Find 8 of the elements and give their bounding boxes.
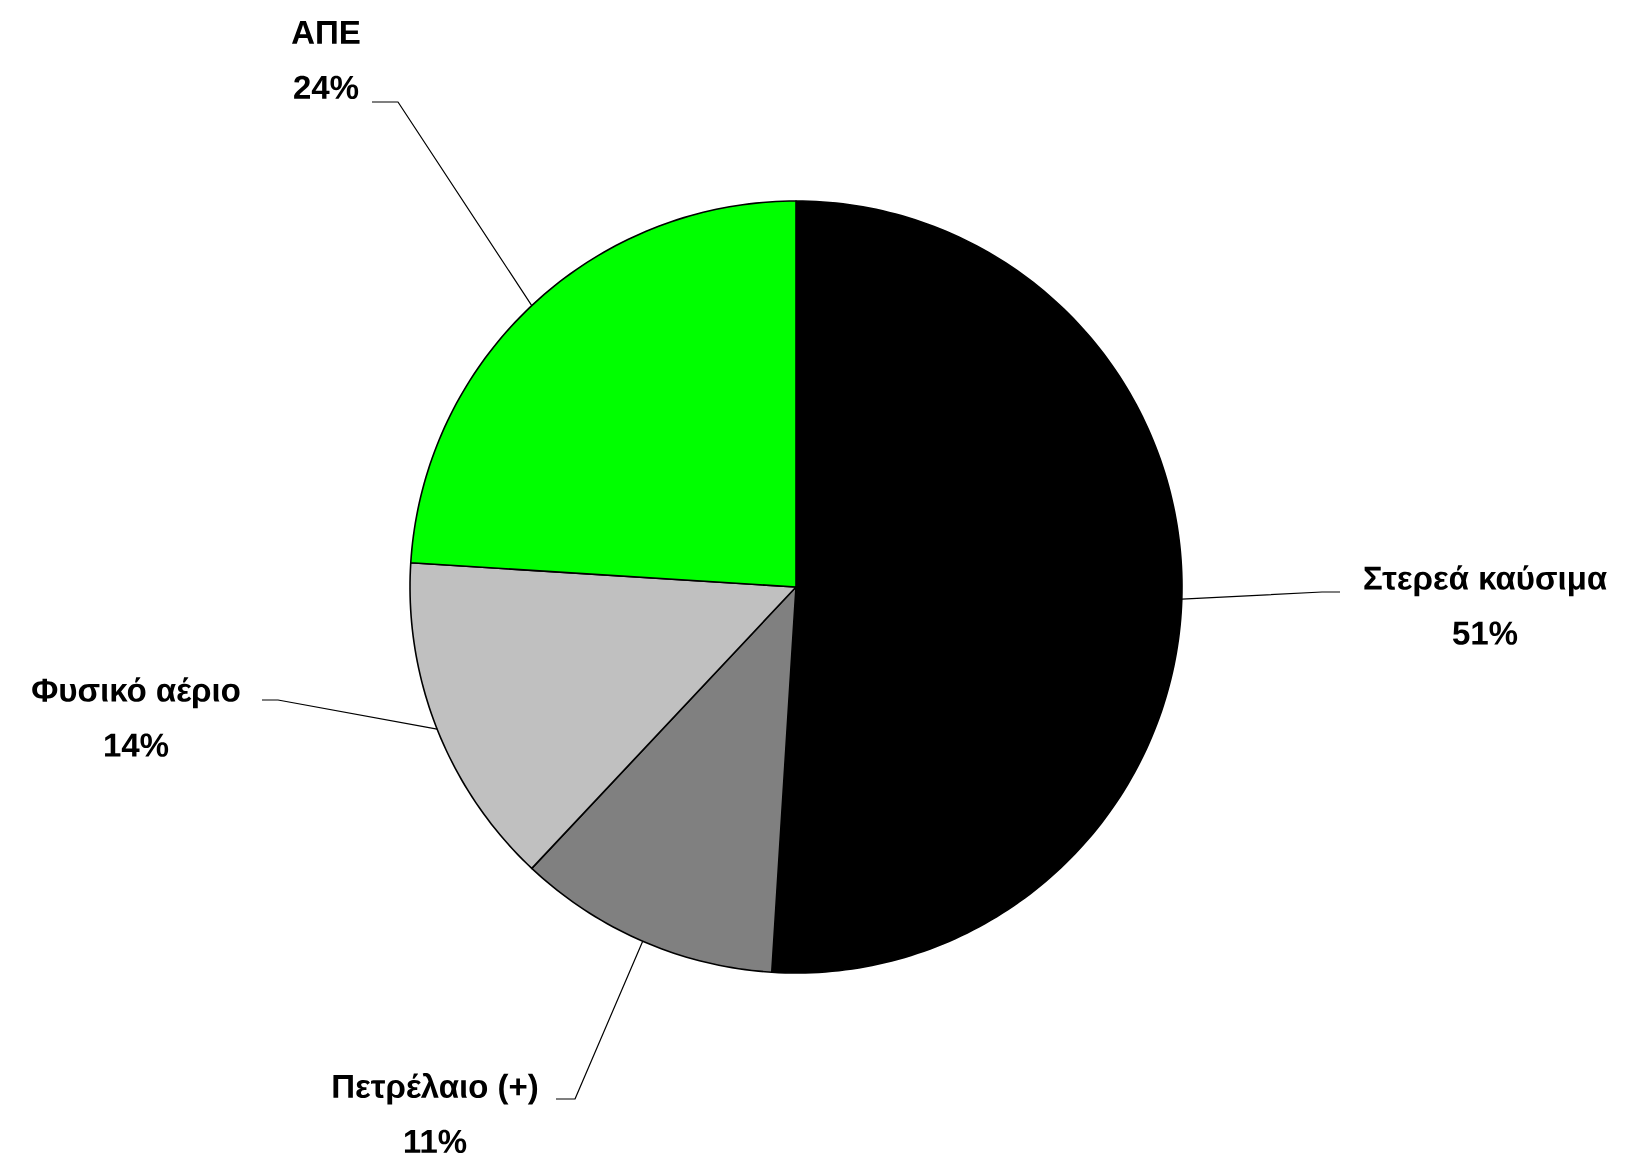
- data-label: 11%: [404, 1129, 467, 1154]
- slice-label: Στερεά καύσιμα: [1364, 565, 1607, 597]
- slice-label: Φυσικό αέριο: [32, 677, 240, 709]
- slice-label: ΑΠΕ: [291, 21, 360, 44]
- data-label: 24%: [294, 75, 359, 99]
- data-label: 51%: [1452, 621, 1518, 645]
- data-label: 14%: [105, 733, 169, 757]
- slice-label: Πετρέλαιο (+): [333, 1072, 538, 1105]
